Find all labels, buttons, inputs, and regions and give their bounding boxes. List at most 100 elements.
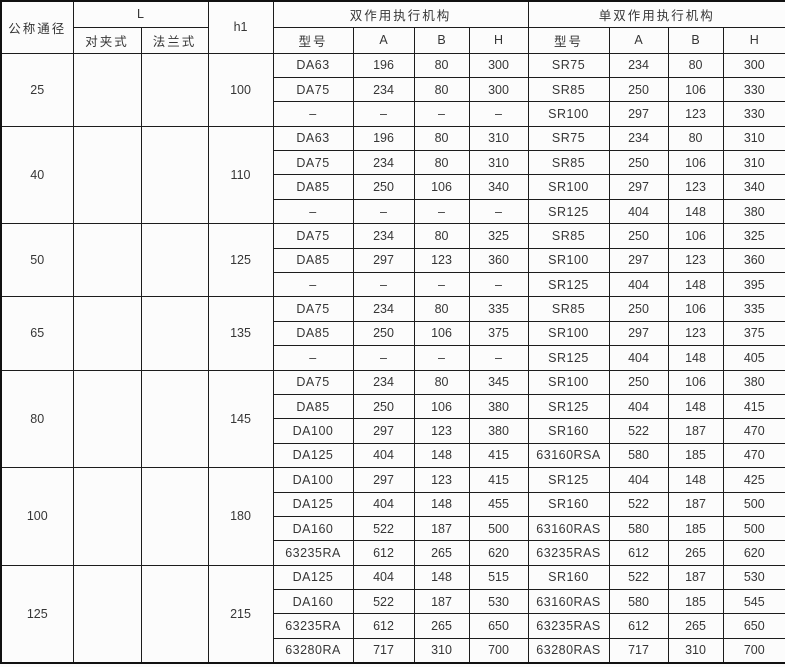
cell-sr-A: 612 (608, 613, 669, 639)
cell-sr-H: 620 (722, 540, 785, 566)
cell-da-B: 310 (413, 637, 470, 664)
cell-da-A: – (352, 198, 415, 225)
table-row: 63280RA 717 310 700 63280RAS 717 310 700 (1, 637, 785, 664)
cell-sr-A: 404 (608, 272, 669, 298)
cell-da-B: 148 (413, 442, 470, 469)
cell-sr-A: 250 (608, 296, 669, 322)
table-header: 公称通径 L h1 双作用执行机构 单双作用执行机构 对夹式 法兰式 型号 A … (0, 0, 785, 54)
cell-da-H: 455 (468, 491, 529, 517)
header-double-acting-group: 双作用执行机构 (272, 0, 529, 28)
header-h1: h1 (207, 0, 274, 54)
table-row: DA85 297 123 360 SR100 297 123 360 (1, 247, 785, 274)
cell-da-A: 404 (352, 442, 415, 469)
cell-sr-H: 335 (722, 296, 785, 322)
table-body: 25 100 DA63 196 80 300 SR75 234 80 300 DA75 234 80 30… (0, 52, 785, 664)
cell-sr-A: 522 (608, 418, 669, 444)
cell-da-A: 250 (352, 174, 415, 200)
cell-da-model: DA75 (272, 223, 354, 249)
cell-sr-model: SR85 (527, 296, 610, 322)
cell-nominal-diameter: 125 (0, 564, 74, 664)
cell-da-B: 80 (413, 223, 470, 249)
header-single-double-acting-group: 单双作用执行机构 (527, 0, 785, 28)
cell-sr-H: 470 (722, 418, 785, 444)
cell-sr-H: 530 (722, 564, 785, 591)
cell-flange-length (140, 296, 209, 371)
cell-sr-B: 123 (667, 320, 724, 347)
table-row: DA160 522 187 500 63160RAS 580 185 500 (1, 515, 785, 542)
table-row: DA125 404 148 415 63160RSA 580 185 470 (1, 442, 785, 469)
cell-sr-model: SR75 (527, 52, 610, 78)
cell-sr-A: 234 (608, 125, 669, 152)
cell-da-B: 80 (413, 296, 470, 322)
table-row: DA85 250 106 375 SR100 297 123 375 (1, 320, 785, 347)
cell-sr-B: 106 (667, 76, 724, 103)
cell-sr-B: 265 (667, 613, 724, 639)
cell-sr-model: SR125 (527, 198, 610, 225)
header-sr-model: 型号 (527, 26, 610, 54)
cell-da-model: DA85 (272, 174, 354, 200)
cell-da-B: 123 (413, 247, 470, 274)
cell-da-H: 310 (468, 125, 529, 152)
cell-sr-B: 106 (667, 223, 724, 249)
cell-sr-H: 545 (722, 589, 785, 615)
cell-flange-length (140, 125, 209, 225)
cell-da-H: 415 (468, 467, 529, 493)
cell-wafer-length (72, 223, 142, 298)
cell-flange-length (140, 564, 209, 664)
cell-sr-A: 580 (608, 589, 669, 615)
cell-da-A: 522 (352, 515, 415, 542)
cell-sr-H: 425 (722, 467, 785, 493)
cell-sr-A: 297 (608, 320, 669, 347)
cell-da-B: 265 (413, 540, 470, 566)
cell-sr-A: 250 (608, 150, 669, 176)
cell-sr-B: 123 (667, 174, 724, 200)
table-row: DA100 297 123 380 SR160 522 187 470 (1, 418, 785, 444)
cell-da-model: DA75 (272, 150, 354, 176)
cell-da-model: – (272, 101, 354, 127)
cell-sr-model: SR160 (527, 491, 610, 517)
cell-wafer-length (72, 564, 142, 664)
cell-sr-model: 63160RAS (527, 515, 610, 542)
cell-wafer-length (72, 296, 142, 371)
cell-da-A: 404 (352, 491, 415, 517)
cell-da-A: 250 (352, 320, 415, 347)
cell-da-model: DA160 (272, 589, 354, 615)
cell-da-A: 297 (352, 467, 415, 493)
cell-da-model: – (272, 345, 354, 371)
cell-sr-B: 123 (667, 101, 724, 127)
header-nominal-diameter: 公称通径 (0, 0, 74, 54)
cell-sr-B: 187 (667, 418, 724, 444)
cell-da-H: 345 (468, 369, 529, 395)
cell-sr-model: SR85 (527, 76, 610, 103)
cell-sr-A: 404 (608, 393, 669, 420)
cell-sr-model: SR160 (527, 564, 610, 591)
cell-da-B: – (413, 272, 470, 298)
header-da-model: 型号 (272, 26, 354, 54)
cell-sr-B: 185 (667, 442, 724, 469)
cell-sr-model: SR100 (527, 320, 610, 347)
table-row: 80 145 DA75 234 80 345 SR100 250 106 380 (0, 369, 785, 469)
cell-da-A: 234 (352, 150, 415, 176)
cell-da-model: DA75 (272, 369, 354, 395)
header-da-H: H (468, 26, 529, 54)
cell-da-H: 530 (468, 589, 529, 615)
cell-sr-H: 310 (722, 125, 785, 152)
cell-sr-B: 187 (667, 564, 724, 591)
cell-da-A: 234 (352, 369, 415, 395)
table-row: 63235RA 612 265 650 63235RAS 612 265 650 (1, 613, 785, 639)
cell-da-H: 335 (468, 296, 529, 322)
cell-sr-model: SR125 (527, 467, 610, 493)
cell-h1: 135 (207, 296, 274, 371)
table-row: 25 100 DA63 196 80 300 SR75 234 80 300 (0, 52, 785, 127)
cell-da-model: 63235RA (272, 540, 354, 566)
cell-sr-B: 106 (667, 150, 724, 176)
cell-da-H: – (468, 272, 529, 298)
cell-da-A: – (352, 345, 415, 371)
cell-sr-H: 330 (722, 76, 785, 103)
cell-sr-B: 148 (667, 198, 724, 225)
cell-da-model: DA85 (272, 393, 354, 420)
cell-wafer-length (72, 52, 142, 127)
cell-da-model: DA85 (272, 247, 354, 274)
cell-da-H: 380 (468, 393, 529, 420)
